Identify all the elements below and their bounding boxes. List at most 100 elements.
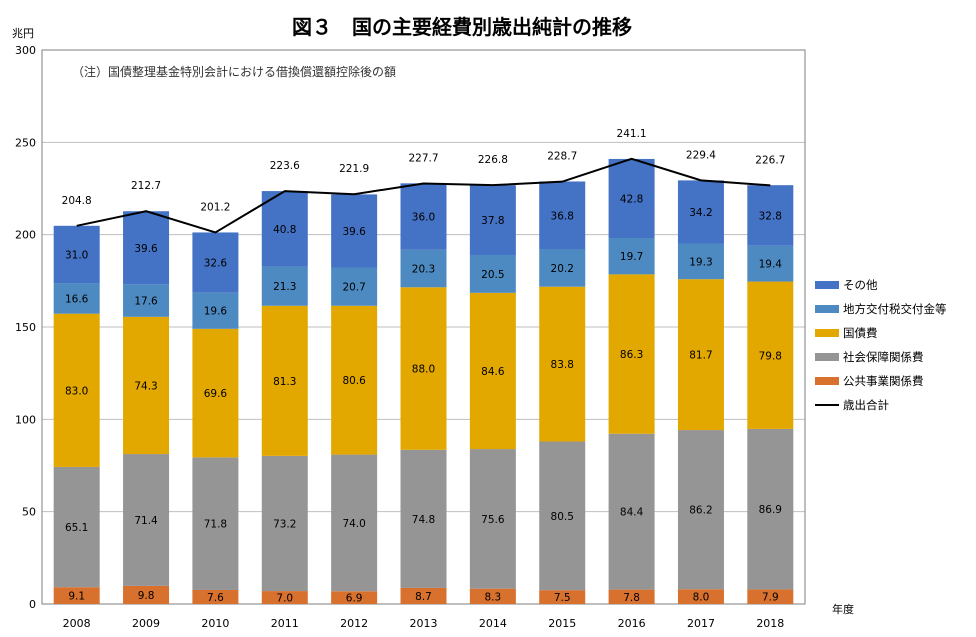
data-label: 81.7 [689,350,712,362]
data-label: 69.6 [204,388,228,400]
data-label: 8.3 [485,591,502,603]
data-label: 7.8 [623,592,640,604]
x-axis-label: 年度 [832,602,854,616]
bar-segment [747,428,794,590]
y-tick-label: 100 [15,413,36,426]
bar-segment [747,589,794,604]
bar-segment [539,181,586,250]
data-label: 74.3 [134,380,157,392]
data-label: 7.9 [762,592,779,604]
total-label: 226.8 [478,154,508,166]
total-label: 241.1 [617,128,647,140]
bar-segment [192,457,239,590]
data-label: 20.7 [342,282,365,294]
total-label: 228.7 [547,151,577,163]
data-label: 7.5 [554,592,571,604]
bar-segment [261,191,308,267]
bar-segment [608,433,655,590]
bar-segment [53,225,100,284]
data-label: 20.5 [481,269,504,281]
bar-segment [192,232,239,293]
bar-segment [469,449,516,589]
data-label: 36.0 [412,212,435,224]
legend-swatch [815,329,839,337]
bar-segment [677,589,724,604]
bar-segment [608,237,655,275]
bar-segment [400,249,447,288]
data-label: 81.3 [273,376,296,388]
bar-segment [400,587,447,604]
bar-segment [261,305,308,456]
y-axis-ticks: 0 50 100 150 200 250 300 [15,44,36,611]
bars [53,158,794,604]
legend-label: 国債費 [843,326,878,340]
bar-segment [747,281,794,429]
legend-label: 公共事業関係費 [843,374,924,388]
bar-segment [608,274,655,434]
bar-segment [192,328,239,458]
bar-segment [331,591,378,604]
data-label: 65.1 [65,522,88,534]
x-tick-label: 2013 [410,617,438,630]
bar-segment [192,292,239,329]
bar-segment [53,587,100,604]
data-label: 31.0 [65,249,88,261]
bar-segment [539,441,586,591]
total-label: 204.8 [62,195,92,207]
data-label: 7.6 [207,592,224,604]
legend-swatch [815,281,839,289]
x-tick-label: 2009 [132,617,160,630]
data-label: 40.8 [273,224,296,236]
data-label: 21.3 [273,281,296,293]
data-label: 75.6 [481,514,505,526]
bar-segment [192,589,239,604]
bar-segment [677,180,724,244]
segment-labels: 9.1 65.1 83.0 16.6 31.0 9.8 71.4 74.3 17.6 39.6 7.… [65,193,782,604]
x-tick-label: 2016 [618,617,646,630]
bar-segment [608,158,655,238]
data-label: 74.8 [412,514,435,526]
total-line: 204.8 212.7 201.2 223.6 221.9 227.7 226.8 228.7… [62,128,785,234]
bar-segment [123,316,170,455]
x-tick-label: 2012 [340,617,368,630]
data-label: 86.9 [759,504,782,516]
data-label: 73.2 [273,518,296,530]
data-label: 42.8 [620,193,643,205]
y-tick-label: 300 [15,44,36,57]
total-label: 226.7 [755,154,785,166]
data-label: 9.1 [68,591,85,603]
total-label: 229.4 [686,149,716,161]
data-label: 32.6 [204,258,228,270]
data-label: 16.6 [65,293,89,305]
total-label: 223.6 [270,160,300,172]
bar-segment [539,286,586,442]
data-label: 17.6 [134,296,158,308]
legend-swatch [815,305,839,313]
data-label: 71.8 [204,519,227,531]
bar-segment [677,243,724,280]
legend-label: 地方交付税交付金等 [843,302,947,316]
bar-segment [608,589,655,604]
x-tick-label: 2018 [756,617,784,630]
total-label: 212.7 [131,180,161,192]
data-label: 74.0 [342,518,365,530]
data-label: 8.0 [693,592,710,604]
data-label: 83.0 [65,385,88,397]
data-label: 71.4 [134,515,158,527]
x-tick-label: 2015 [548,617,576,630]
chart-note: （注）国債整理基金特別会計における借換償還額控除後の額 [72,64,396,79]
bar-segment [747,185,794,246]
data-label: 19.3 [689,256,712,268]
bar-segment [400,287,447,450]
x-tick-label: 2014 [479,617,507,630]
y-tick-label: 200 [15,229,36,242]
data-label: 39.6 [342,226,366,238]
data-label: 80.5 [551,511,574,523]
data-label: 19.7 [620,251,643,263]
bar-segment [261,266,308,306]
x-tick-label: 2008 [63,617,91,630]
data-label: 6.9 [346,593,363,605]
data-label: 80.6 [342,375,366,387]
